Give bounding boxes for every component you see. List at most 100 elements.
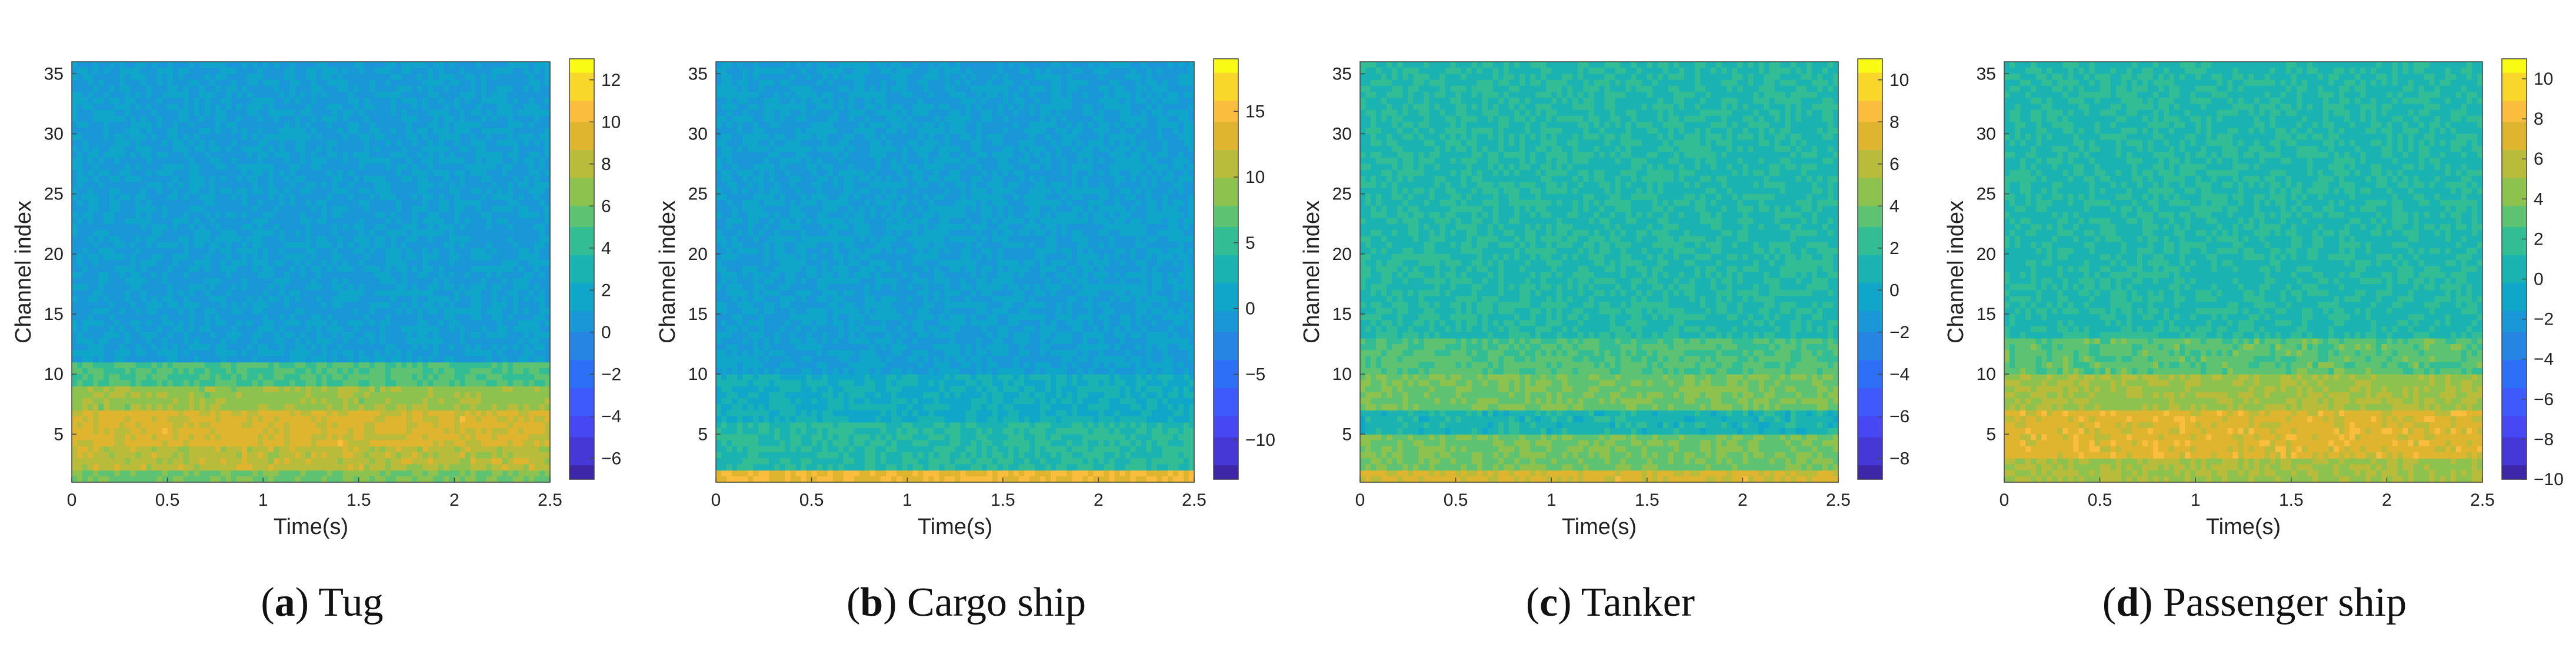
heatmap-cell: [348, 92, 354, 98]
heatmap-cell: [465, 98, 471, 105]
heatmap-cell: [162, 386, 168, 393]
heatmap-cell: [321, 128, 328, 135]
heatmap-cell: [544, 434, 551, 441]
heatmap-cell: [93, 163, 99, 171]
heatmap-cell: [252, 416, 258, 423]
heatmap-cell: [486, 169, 492, 176]
heatmap-cell: [305, 206, 312, 212]
heatmap-cell: [268, 133, 274, 141]
heatmap-cell: [274, 236, 279, 243]
heatmap-cell: [353, 253, 359, 261]
heatmap-cell: [88, 236, 94, 243]
heatmap-cell: [459, 176, 466, 182]
heatmap-cell: [274, 62, 279, 68]
heatmap-cell: [470, 212, 476, 219]
heatmap-cell: [220, 236, 226, 243]
heatmap-cell: [502, 109, 508, 116]
heatmap-cell: [491, 188, 498, 195]
heatmap-cell: [98, 206, 104, 212]
heatmap-cell: [491, 428, 498, 435]
heatmap-cell: [77, 230, 83, 236]
heatmap-cell: [348, 212, 354, 219]
heatmap-cell: [114, 158, 120, 165]
heatmap-cell: [98, 74, 104, 81]
heatmap-cell: [146, 218, 152, 225]
heatmap-cell: [326, 115, 333, 122]
heatmap-cell: [220, 62, 226, 68]
heatmap-cell: [523, 422, 529, 429]
heatmap-cell: [523, 133, 529, 141]
heatmap-cell: [544, 404, 551, 411]
heatmap-cell: [449, 68, 455, 75]
heatmap-cell: [486, 410, 492, 417]
heatmap-cell: [518, 74, 524, 81]
heatmap-cell: [146, 362, 152, 369]
heatmap-cell: [225, 163, 232, 171]
heatmap-cell: [172, 98, 179, 105]
heatmap-cell: [199, 163, 205, 171]
heatmap-cell: [406, 212, 412, 219]
heatmap-cell: [295, 74, 301, 81]
heatmap-cell: [391, 260, 396, 266]
heatmap-cell: [459, 458, 466, 465]
heatmap-cell: [459, 188, 466, 195]
heatmap-cell: [507, 434, 514, 441]
heatmap-cell: [93, 104, 99, 111]
heatmap-cell: [348, 218, 354, 225]
heatmap-cell: [82, 434, 88, 441]
heatmap-cell: [274, 476, 279, 483]
heatmap-cell: [247, 85, 253, 92]
heatmap-cell: [353, 68, 359, 75]
heatmap-cell: [481, 109, 487, 116]
heatmap-cell: [454, 230, 461, 236]
heatmap-cell: [172, 122, 179, 128]
heatmap-cell: [481, 212, 487, 219]
heatmap-cell: [465, 404, 471, 411]
heatmap-cell: [428, 85, 434, 92]
heatmap-cell: [353, 62, 359, 68]
heatmap-cell: [119, 230, 125, 236]
heatmap-cell: [332, 470, 338, 477]
heatmap-cell: [220, 476, 226, 483]
heatmap-cell: [215, 452, 221, 459]
heatmap-cell: [178, 104, 184, 111]
heatmap-cell: [391, 386, 396, 393]
heatmap-cell: [130, 182, 136, 189]
heatmap-cell: [326, 212, 333, 219]
heatmap-cell: [417, 266, 423, 273]
heatmap-cell: [507, 92, 514, 98]
heatmap-cell: [406, 218, 412, 225]
heatmap-cell: [374, 398, 381, 405]
heatmap-cell: [401, 422, 407, 429]
heatmap-cell: [358, 386, 365, 393]
heatmap-cell: [72, 146, 78, 152]
heatmap-cell: [337, 212, 344, 219]
heatmap-cell: [391, 115, 396, 122]
heatmap-cell: [247, 458, 253, 465]
heatmap-cell: [104, 422, 109, 429]
heatmap-cell: [385, 182, 391, 189]
heatmap-cell: [268, 206, 274, 212]
heatmap-cell: [82, 146, 88, 152]
heatmap-cell: [151, 158, 158, 165]
heatmap-cell: [518, 139, 524, 146]
heatmap-cell: [470, 374, 476, 380]
heatmap-cell: [98, 133, 104, 141]
heatmap-cell: [162, 176, 168, 182]
heatmap-cell: [512, 163, 519, 171]
heatmap-cell: [88, 62, 94, 68]
heatmap-cell: [512, 104, 519, 111]
heatmap-cell: [342, 104, 349, 111]
heatmap-cell: [496, 98, 503, 105]
heatmap-cell: [539, 128, 545, 135]
heatmap-cell: [311, 242, 317, 249]
heatmap-cell: [300, 380, 306, 387]
heatmap-cell: [77, 236, 83, 243]
heatmap-cell: [252, 92, 258, 98]
heatmap-cell: [167, 188, 174, 195]
heatmap-cell: [465, 139, 471, 146]
heatmap-cell: [353, 218, 359, 225]
heatmap-cell: [98, 163, 104, 171]
heatmap-cell: [151, 422, 158, 429]
heatmap-cell: [231, 193, 237, 201]
